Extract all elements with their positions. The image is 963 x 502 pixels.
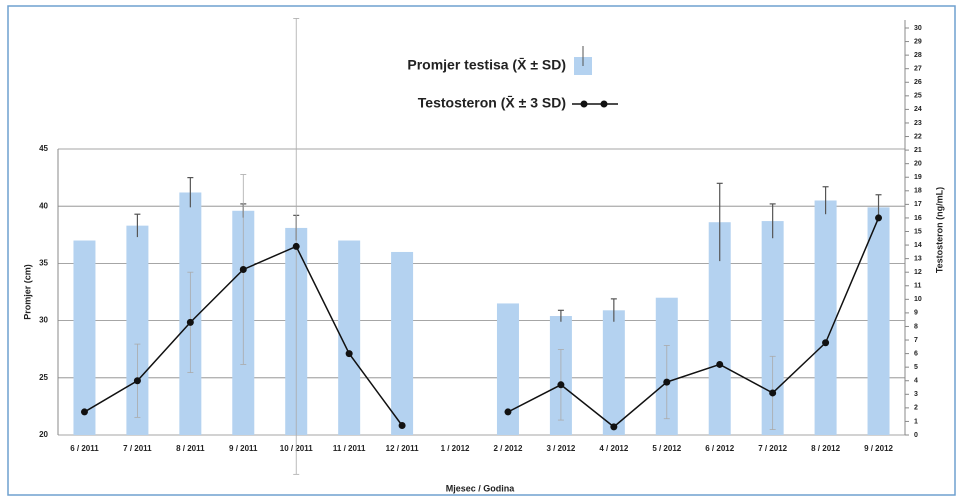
legend-label: Promjer testisa (X̄ ± SD): [407, 56, 566, 73]
y2-tick-label: 22: [914, 133, 922, 140]
y-tick-label: 45: [39, 144, 48, 153]
y2-tick-label: 18: [914, 188, 922, 195]
y2-tick-label: 26: [914, 79, 922, 86]
y-tick-label: 35: [39, 259, 48, 268]
marker: [504, 408, 512, 416]
y-tick-label: 25: [39, 373, 48, 382]
marker: [292, 242, 300, 250]
y-tick-label: 20: [39, 430, 48, 439]
x-tick-label: 3 / 2012: [546, 444, 575, 453]
bar: [602, 310, 625, 435]
y2-tick-label: 2: [914, 405, 918, 412]
bar: [708, 222, 731, 435]
y2-tick-label: 3: [914, 391, 918, 398]
y2-tick-label: 30: [914, 25, 922, 32]
x-axis-label: Mjesec / Godina: [446, 483, 516, 493]
marker: [769, 389, 777, 397]
x-tick-label: 8 / 2011: [176, 444, 205, 453]
y2-tick-label: 6: [914, 350, 918, 357]
bar: [761, 221, 784, 435]
frame: [7, 5, 956, 496]
x-tick-label: 11 / 2011: [333, 444, 366, 453]
y2-tick-label: 17: [914, 201, 922, 208]
bar: [867, 207, 890, 435]
y2-tick-label: 0: [914, 432, 918, 439]
x-tick-label: 9 / 2012: [864, 444, 893, 453]
marker: [345, 350, 353, 358]
x-tick-label: 6 / 2012: [705, 444, 734, 453]
x-tick-label: 6 / 2011: [70, 444, 99, 453]
legend-label: Testosteron (X̄ ± 3 SD): [418, 94, 566, 111]
y2-tick-label: 5: [914, 364, 918, 371]
x-tick-label: 1 / 2012: [441, 444, 470, 453]
marker: [80, 408, 88, 416]
y2-tick-label: 1: [914, 418, 918, 425]
marker: [133, 377, 141, 385]
y2-tick-label: 12: [914, 269, 922, 276]
x-tick-label: 4 / 2012: [599, 444, 628, 453]
x-tick-label: 7 / 2012: [758, 444, 787, 453]
y2-tick-label: 13: [914, 255, 922, 262]
y2-tick-label: 7: [914, 337, 918, 344]
x-tick-label: 7 / 2011: [123, 444, 152, 453]
marker: [610, 423, 618, 431]
line: [84, 217, 880, 428]
y2-tick-label: 24: [914, 106, 922, 113]
bar: [126, 225, 149, 435]
y2-tick-label: 27: [914, 66, 922, 73]
y2-tick-label: 14: [914, 242, 922, 249]
marker: [557, 381, 565, 389]
bar: [496, 303, 519, 435]
y2-tick-label: 19: [914, 174, 922, 181]
x-tick-label: 12 / 2011: [386, 444, 419, 453]
bar: [73, 240, 96, 435]
x-tick-label: 8 / 2012: [811, 444, 840, 453]
y-tick-label: 30: [39, 316, 48, 325]
marker: [822, 339, 830, 347]
y2-tick-label: 16: [914, 215, 922, 222]
bar: [814, 200, 837, 435]
y2-tick-label: 28: [914, 52, 922, 59]
y2-tick-label: 15: [914, 228, 922, 235]
y2-tick-label: 10: [914, 296, 922, 303]
legend-swatch: [580, 100, 588, 108]
marker: [663, 378, 671, 386]
y2-tick-label: 8: [914, 323, 918, 330]
y2-tick-label: 25: [914, 93, 922, 100]
marker: [398, 422, 406, 430]
bar: [338, 240, 361, 435]
y2-tick-label: 20: [914, 161, 922, 168]
y2-tick-label: 4: [914, 378, 918, 385]
y2-tick-label: 23: [914, 120, 922, 127]
x-tick-label: 5 / 2012: [652, 444, 681, 453]
x-tick-label: 2 / 2012: [494, 444, 523, 453]
y-tick-label: 40: [39, 201, 48, 210]
marker: [186, 318, 194, 326]
y2-tick-label: 21: [914, 147, 922, 154]
marker: [875, 214, 883, 222]
marker: [716, 360, 724, 368]
y2-tick-label: 11: [914, 283, 922, 290]
y-axis-label: Promjer (cm): [22, 264, 32, 320]
marker: [239, 265, 247, 273]
x-tick-label: 9 / 2011: [229, 444, 258, 453]
bar: [391, 251, 414, 435]
y2-tick-label: 9: [914, 310, 918, 317]
legend-swatch: [600, 100, 608, 108]
y2-axis-label: Testosteron (ng/mL): [934, 187, 944, 273]
y2-tick-label: 29: [914, 38, 922, 45]
